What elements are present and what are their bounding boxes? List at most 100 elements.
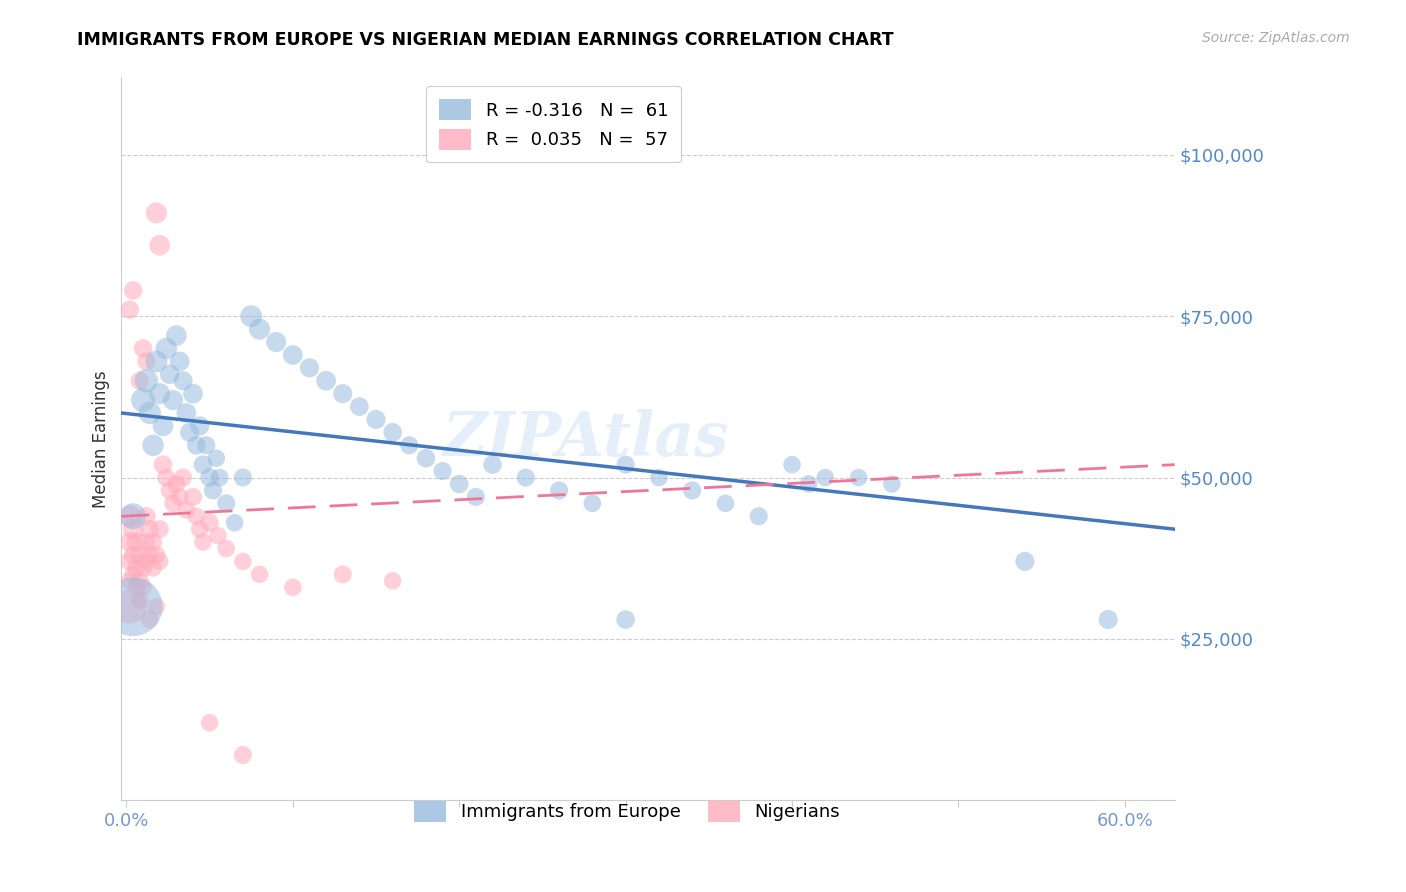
Point [149, 386, 172, 401]
Point [181, 386, 204, 401]
Point [315, 374, 337, 388]
Point [152, 458, 174, 472]
Point [176, 406, 198, 420]
Point [198, 470, 221, 484]
Point [122, 599, 145, 614]
Point [249, 322, 271, 336]
Point [186, 438, 208, 452]
Point [191, 458, 214, 472]
Point [186, 509, 208, 524]
Point [848, 470, 870, 484]
Point [162, 496, 184, 510]
Point [122, 522, 145, 536]
Point [125, 561, 148, 575]
Point [142, 561, 165, 575]
Point [149, 554, 172, 568]
Point [714, 496, 737, 510]
Point [201, 483, 224, 498]
Point [142, 438, 165, 452]
Point [125, 580, 148, 594]
Point [149, 238, 172, 252]
Point [332, 567, 354, 582]
Point [364, 412, 387, 426]
Point [1097, 613, 1119, 627]
Point [118, 535, 141, 549]
Point [281, 348, 304, 362]
Point [155, 342, 177, 356]
Point [162, 393, 184, 408]
Point [125, 535, 148, 549]
Point [797, 477, 820, 491]
Point [155, 470, 177, 484]
Point [118, 554, 141, 568]
Point [132, 580, 155, 594]
Point [135, 354, 157, 368]
Point [207, 528, 229, 542]
Point [349, 400, 371, 414]
Point [172, 470, 194, 484]
Point [165, 477, 187, 491]
Point [138, 548, 160, 562]
Point [172, 374, 194, 388]
Point [232, 470, 254, 484]
Point [169, 490, 191, 504]
Point [814, 470, 837, 484]
Point [205, 451, 228, 466]
Point [118, 599, 141, 614]
Point [152, 418, 174, 433]
Legend: Immigrants from Europe, Nigerians: Immigrants from Europe, Nigerians [401, 789, 853, 835]
Point [515, 470, 537, 484]
Point [548, 483, 571, 498]
Point [181, 490, 204, 504]
Text: ZIPAtlas: ZIPAtlas [441, 409, 728, 469]
Point [145, 548, 167, 562]
Point [118, 574, 141, 588]
Point [748, 509, 770, 524]
Point [264, 334, 287, 349]
Point [159, 483, 181, 498]
Point [188, 418, 211, 433]
Point [122, 567, 145, 582]
Point [249, 567, 271, 582]
Point [128, 374, 150, 388]
Point [122, 509, 145, 524]
Point [128, 574, 150, 588]
Point [648, 470, 671, 484]
Point [215, 496, 238, 510]
Point [128, 548, 150, 562]
Point [398, 438, 420, 452]
Point [132, 342, 155, 356]
Point [208, 470, 231, 484]
Point [298, 360, 321, 375]
Text: IMMIGRANTS FROM EUROPE VS NIGERIAN MEDIAN EARNINGS CORRELATION CHART: IMMIGRANTS FROM EUROPE VS NIGERIAN MEDIA… [77, 31, 894, 49]
Point [159, 368, 181, 382]
Point [132, 561, 155, 575]
Point [198, 516, 221, 530]
Point [432, 464, 454, 478]
Point [145, 354, 167, 368]
Point [176, 503, 198, 517]
Point [145, 206, 167, 220]
Point [780, 458, 803, 472]
Point [614, 613, 637, 627]
Point [332, 386, 354, 401]
Point [149, 522, 172, 536]
Point [138, 522, 160, 536]
Point [415, 451, 437, 466]
Point [135, 535, 157, 549]
Point [880, 477, 903, 491]
Point [165, 328, 187, 343]
Point [481, 458, 503, 472]
Point [188, 522, 211, 536]
Point [195, 438, 218, 452]
Text: Source: ZipAtlas.com: Source: ZipAtlas.com [1202, 31, 1350, 45]
Point [198, 715, 221, 730]
Point [169, 354, 191, 368]
Point [145, 599, 167, 614]
Point [138, 613, 160, 627]
Point [381, 425, 404, 440]
Point [1014, 554, 1036, 568]
Point [449, 477, 471, 491]
Point [614, 458, 637, 472]
Point [135, 509, 157, 524]
